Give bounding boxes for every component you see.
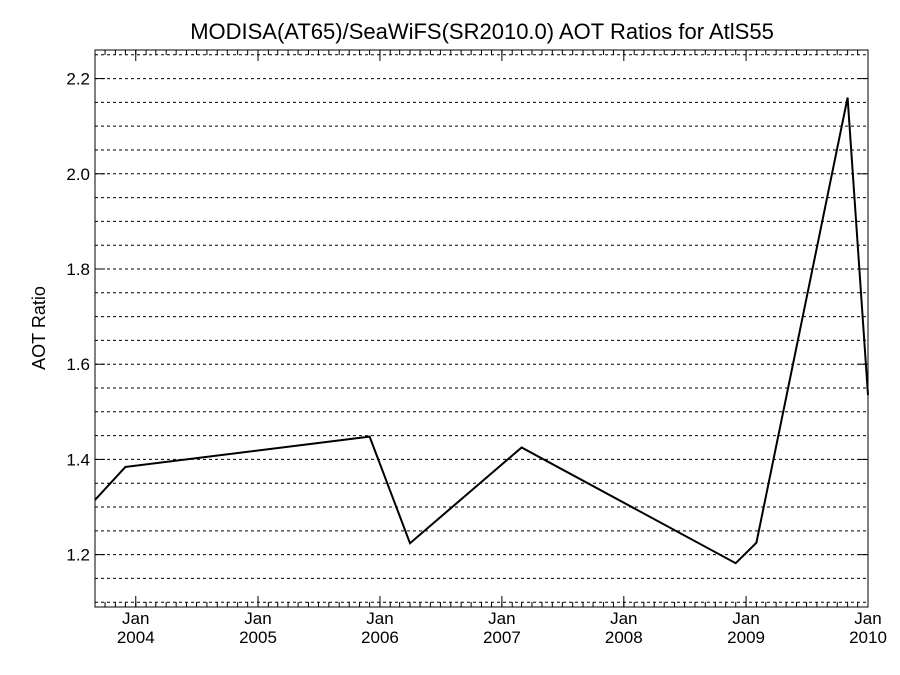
gridlines bbox=[95, 54, 868, 603]
series-layer bbox=[94, 97, 869, 565]
x-tick-month: Jan bbox=[732, 609, 759, 628]
x-tick-month: Jan bbox=[488, 609, 515, 628]
x-tick-year: 2006 bbox=[361, 628, 399, 647]
x-tick-year: 2008 bbox=[605, 628, 643, 647]
x-tick-year: 2007 bbox=[483, 628, 521, 647]
x-tick-month: Jan bbox=[610, 609, 637, 628]
y-axis-label: AOT Ratio bbox=[29, 286, 49, 370]
x-tick-year: 2009 bbox=[727, 628, 765, 647]
x-tick-year: 2004 bbox=[117, 628, 155, 647]
plot-frame bbox=[94, 49, 869, 608]
tick-labels: 1.21.41.61.82.02.2Jan2004Jan2005Jan2006J… bbox=[66, 70, 887, 647]
x-tick-year: 2010 bbox=[849, 628, 887, 647]
y-tick-label: 2.0 bbox=[66, 165, 90, 184]
x-tick-month: Jan bbox=[244, 609, 271, 628]
x-tick-month: Jan bbox=[854, 609, 881, 628]
chart-title: MODISA(AT65)/SeaWiFS(SR2010.0) AOT Ratio… bbox=[190, 19, 774, 44]
axis-ticks bbox=[94, 50, 869, 607]
y-tick-label: 2.2 bbox=[66, 70, 90, 89]
x-tick-month: Jan bbox=[122, 609, 149, 628]
y-tick-label: 1.2 bbox=[66, 546, 90, 565]
y-tick-label: 1.6 bbox=[66, 355, 90, 374]
x-tick-year: 2005 bbox=[239, 628, 277, 647]
series-line bbox=[94, 97, 869, 565]
x-tick-month: Jan bbox=[366, 609, 393, 628]
y-tick-label: 1.8 bbox=[66, 260, 90, 279]
y-tick-label: 1.4 bbox=[66, 450, 90, 469]
